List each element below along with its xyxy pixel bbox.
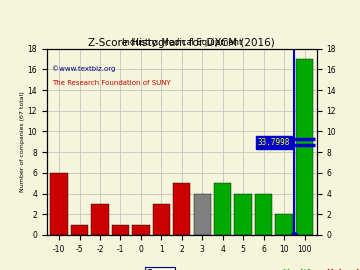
- Title: Z-Score Histogram for DXCM (2016): Z-Score Histogram for DXCM (2016): [89, 38, 275, 48]
- Y-axis label: Number of companies (67 total): Number of companies (67 total): [20, 91, 25, 192]
- Text: Healthy: Healthy: [282, 269, 319, 270]
- Bar: [214, 183, 231, 235]
- Bar: [132, 225, 150, 235]
- Bar: [91, 204, 109, 235]
- Bar: [50, 173, 68, 235]
- Text: ©www.textbiz.org: ©www.textbiz.org: [52, 65, 116, 72]
- Bar: [153, 204, 170, 235]
- Bar: [194, 194, 211, 235]
- Bar: [173, 183, 190, 235]
- Text: 33.7998: 33.7998: [257, 138, 290, 147]
- Bar: [296, 59, 313, 235]
- Bar: [275, 214, 293, 235]
- Bar: [234, 194, 252, 235]
- Bar: [112, 225, 129, 235]
- Bar: [71, 225, 88, 235]
- Text: Unhealthy: Unhealthy: [326, 269, 360, 270]
- Bar: [255, 194, 272, 235]
- Text: Score: Score: [147, 269, 174, 270]
- Text: The Research Foundation of SUNY: The Research Foundation of SUNY: [52, 80, 171, 86]
- Text: Industry: Medical Equipment: Industry: Medical Equipment: [122, 38, 242, 47]
